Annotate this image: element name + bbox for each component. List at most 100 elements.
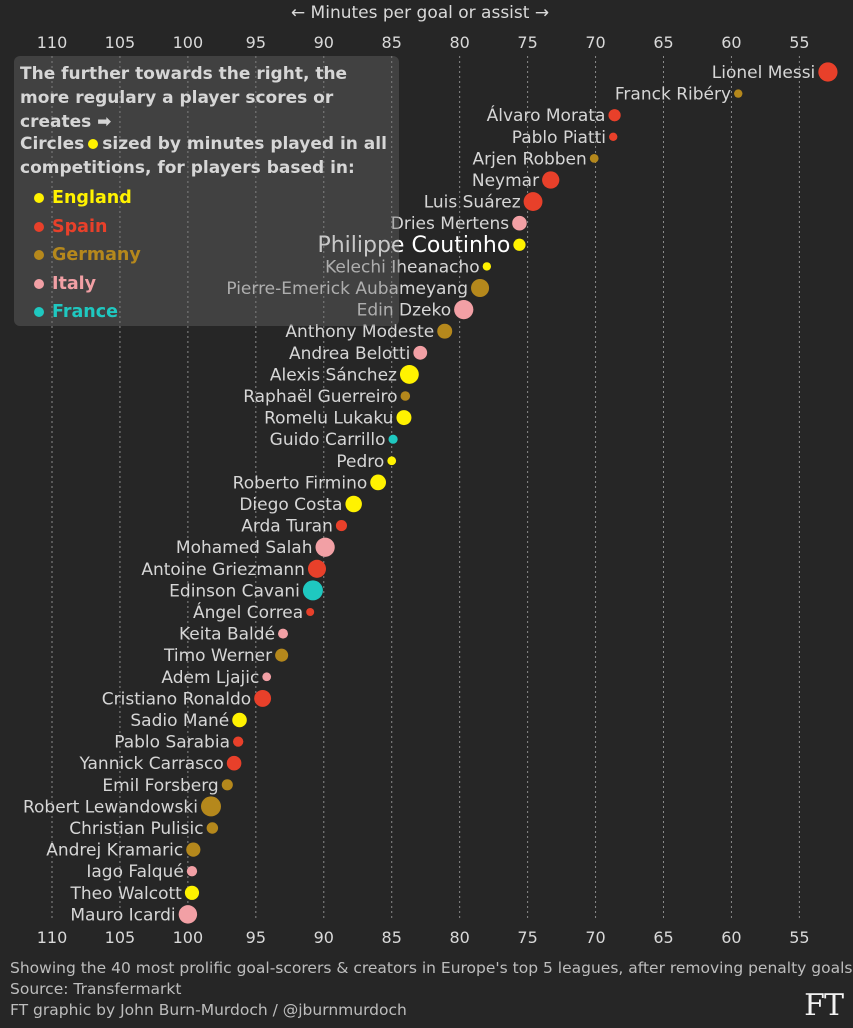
label-edin-dzeko: Edin Dzeko	[357, 301, 452, 321]
legend-item-germany: Germany	[34, 241, 141, 270]
label-pablo-sarabia: Pablo Sarabia	[114, 733, 230, 753]
label-kelechi-iheanacho: Kelechi Iheanacho	[325, 257, 480, 277]
top-tick-80: 80	[449, 33, 469, 52]
point-robert-lewandowski	[200, 796, 221, 817]
legend-label: England	[52, 188, 132, 209]
point-adem-ljajic	[262, 672, 272, 682]
point-andrea-belotti	[413, 345, 428, 360]
top-tick-60: 60	[721, 33, 741, 52]
point-edinson-cavani	[302, 580, 323, 601]
bottom-tick-60: 60	[721, 928, 741, 947]
label-roberto-firmino: Roberto Firmino	[233, 473, 368, 493]
label-pierre-emerick-aubameyang: Pierre-Emerick Aubameyang	[226, 279, 468, 299]
label--ngel-correa: Ángel Correa	[193, 601, 303, 623]
footer-note: Showing the 40 most prolific goal-scorer…	[10, 959, 853, 977]
point-guido-carrillo	[388, 434, 398, 444]
point-sadio-man-	[232, 712, 247, 728]
label-antoine-griezmann: Antoine Griezmann	[141, 560, 305, 580]
legend-items: England Spain Germany Italy France	[34, 184, 141, 327]
top-tick-65: 65	[653, 33, 673, 52]
point-christian-pulisic	[206, 822, 219, 834]
point-dries-mertens	[512, 215, 527, 231]
label-cristiano-ronaldo: Cristiano Ronaldo	[102, 689, 251, 709]
point--lvaro-morata	[608, 109, 621, 122]
label-theo-walcott: Theo Walcott	[69, 884, 182, 904]
label-mauro-icardi: Mauro Icardi	[70, 905, 175, 925]
label-yannick-carrasco: Yannick Carrasco	[78, 754, 223, 774]
point-roberto-firmino	[370, 474, 387, 491]
label-dries-mertens: Dries Mertens	[391, 214, 510, 234]
legend-sub-before: Circles	[20, 134, 85, 154]
label-arda-turan: Arda Turan	[241, 517, 333, 537]
point-philippe-coutinho	[513, 238, 526, 251]
legend-dot-icon	[34, 307, 44, 318]
point-andrej-kramaric	[186, 842, 201, 857]
bottom-tick-85: 85	[382, 928, 402, 947]
bottom-tick-95: 95	[246, 928, 266, 947]
legend-dot-icon	[34, 221, 44, 232]
bottom-tick-105: 105	[105, 928, 136, 947]
point-theo-walcott	[184, 885, 200, 900]
label-neymar: Neymar	[472, 171, 539, 191]
legend-label: Germany	[52, 245, 141, 266]
top-tick-95: 95	[246, 33, 266, 52]
legend-sub-after: sized by minutes played in all competiti…	[20, 134, 387, 178]
legend-label: Spain	[52, 216, 108, 237]
top-tick-55: 55	[789, 33, 809, 52]
footer-source: Source: Transfermarkt	[10, 980, 182, 998]
legend-intro: The further towards the right, the more …	[20, 64, 348, 132]
point-emil-forsberg	[221, 779, 233, 791]
ft-logo: FT	[804, 988, 844, 1023]
label-emil-forsberg: Emil Forsberg	[102, 776, 218, 796]
label-iago-falqu-: Iago Falqué	[86, 862, 183, 882]
bottom-tick-55: 55	[789, 928, 809, 947]
label-timo-werner: Timo Werner	[163, 646, 272, 666]
legend-item-france: France	[34, 298, 141, 327]
bottom-tick-80: 80	[449, 928, 469, 947]
top-tick-75: 75	[517, 33, 537, 52]
point-yannick-carrasco	[226, 755, 242, 771]
label-rapha-l-guerreiro: Raphaël Guerreiro	[243, 387, 397, 407]
legend-item-england: England	[34, 184, 141, 213]
label-christian-pulisic: Christian Pulisic	[69, 819, 203, 839]
legend-size-note: Circles sized by minutes played in all co…	[20, 132, 395, 180]
point-lionel-messi	[818, 62, 838, 82]
bottom-tick-65: 65	[653, 928, 673, 947]
label-pablo-piatti: Pablo Piatti	[512, 128, 606, 148]
point-kelechi-iheanacho	[482, 262, 492, 271]
top-tick-110: 110	[37, 33, 68, 52]
label-edinson-cavani: Edinson Cavani	[169, 581, 300, 601]
point--ngel-correa	[306, 608, 315, 616]
point-pablo-piatti	[609, 132, 618, 141]
bottom-tick-110: 110	[37, 928, 68, 947]
point-iago-falqu-	[186, 866, 198, 877]
top-tick-100: 100	[173, 33, 204, 52]
label-diego-costa: Diego Costa	[239, 495, 342, 515]
label-guido-carrillo: Guido Carrillo	[270, 430, 386, 450]
bottom-tick-100: 100	[173, 928, 204, 947]
top-tick-105: 105	[105, 33, 136, 52]
legend-dot-icon	[34, 193, 44, 204]
label-andrea-belotti: Andrea Belotti	[289, 344, 410, 364]
point-diego-costa	[345, 495, 362, 513]
point-anthony-modeste	[437, 323, 453, 339]
point-pierre-emerick-aubameyang	[471, 278, 490, 298]
point-antoine-griezmann	[307, 559, 327, 578]
bottom-tick-70: 70	[585, 928, 605, 947]
circle-size-icon	[88, 139, 99, 149]
label-keita-bald-: Keita Baldé	[179, 625, 275, 645]
bottom-tick-90: 90	[314, 928, 334, 947]
label-franck-rib-ry: Franck Ribéry	[615, 85, 731, 105]
legend-dot-icon	[34, 278, 44, 289]
label-philippe-coutinho: Philippe Coutinho	[317, 233, 510, 258]
point-neymar	[542, 171, 560, 189]
legend-item-spain: Spain	[34, 213, 141, 242]
point-pedro	[387, 456, 397, 466]
label-romelu-lukaku: Romelu Lukaku	[264, 409, 393, 429]
point-arda-turan	[335, 520, 347, 532]
point-cristiano-ronaldo	[254, 689, 272, 707]
point-alexis-s-nchez	[399, 364, 419, 384]
top-tick-90: 90	[314, 33, 334, 52]
point-rapha-l-guerreiro	[400, 391, 411, 401]
